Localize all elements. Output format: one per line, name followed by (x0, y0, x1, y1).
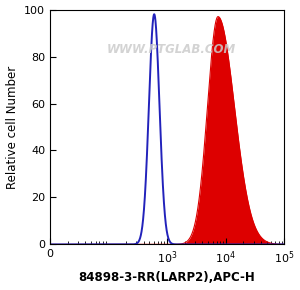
Y-axis label: Relative cell Number: Relative cell Number (6, 65, 19, 188)
Text: WWW.PTGLAB.COM: WWW.PTGLAB.COM (107, 43, 236, 56)
X-axis label: 84898-3-RR(LARP2),APC-H: 84898-3-RR(LARP2),APC-H (79, 271, 256, 284)
